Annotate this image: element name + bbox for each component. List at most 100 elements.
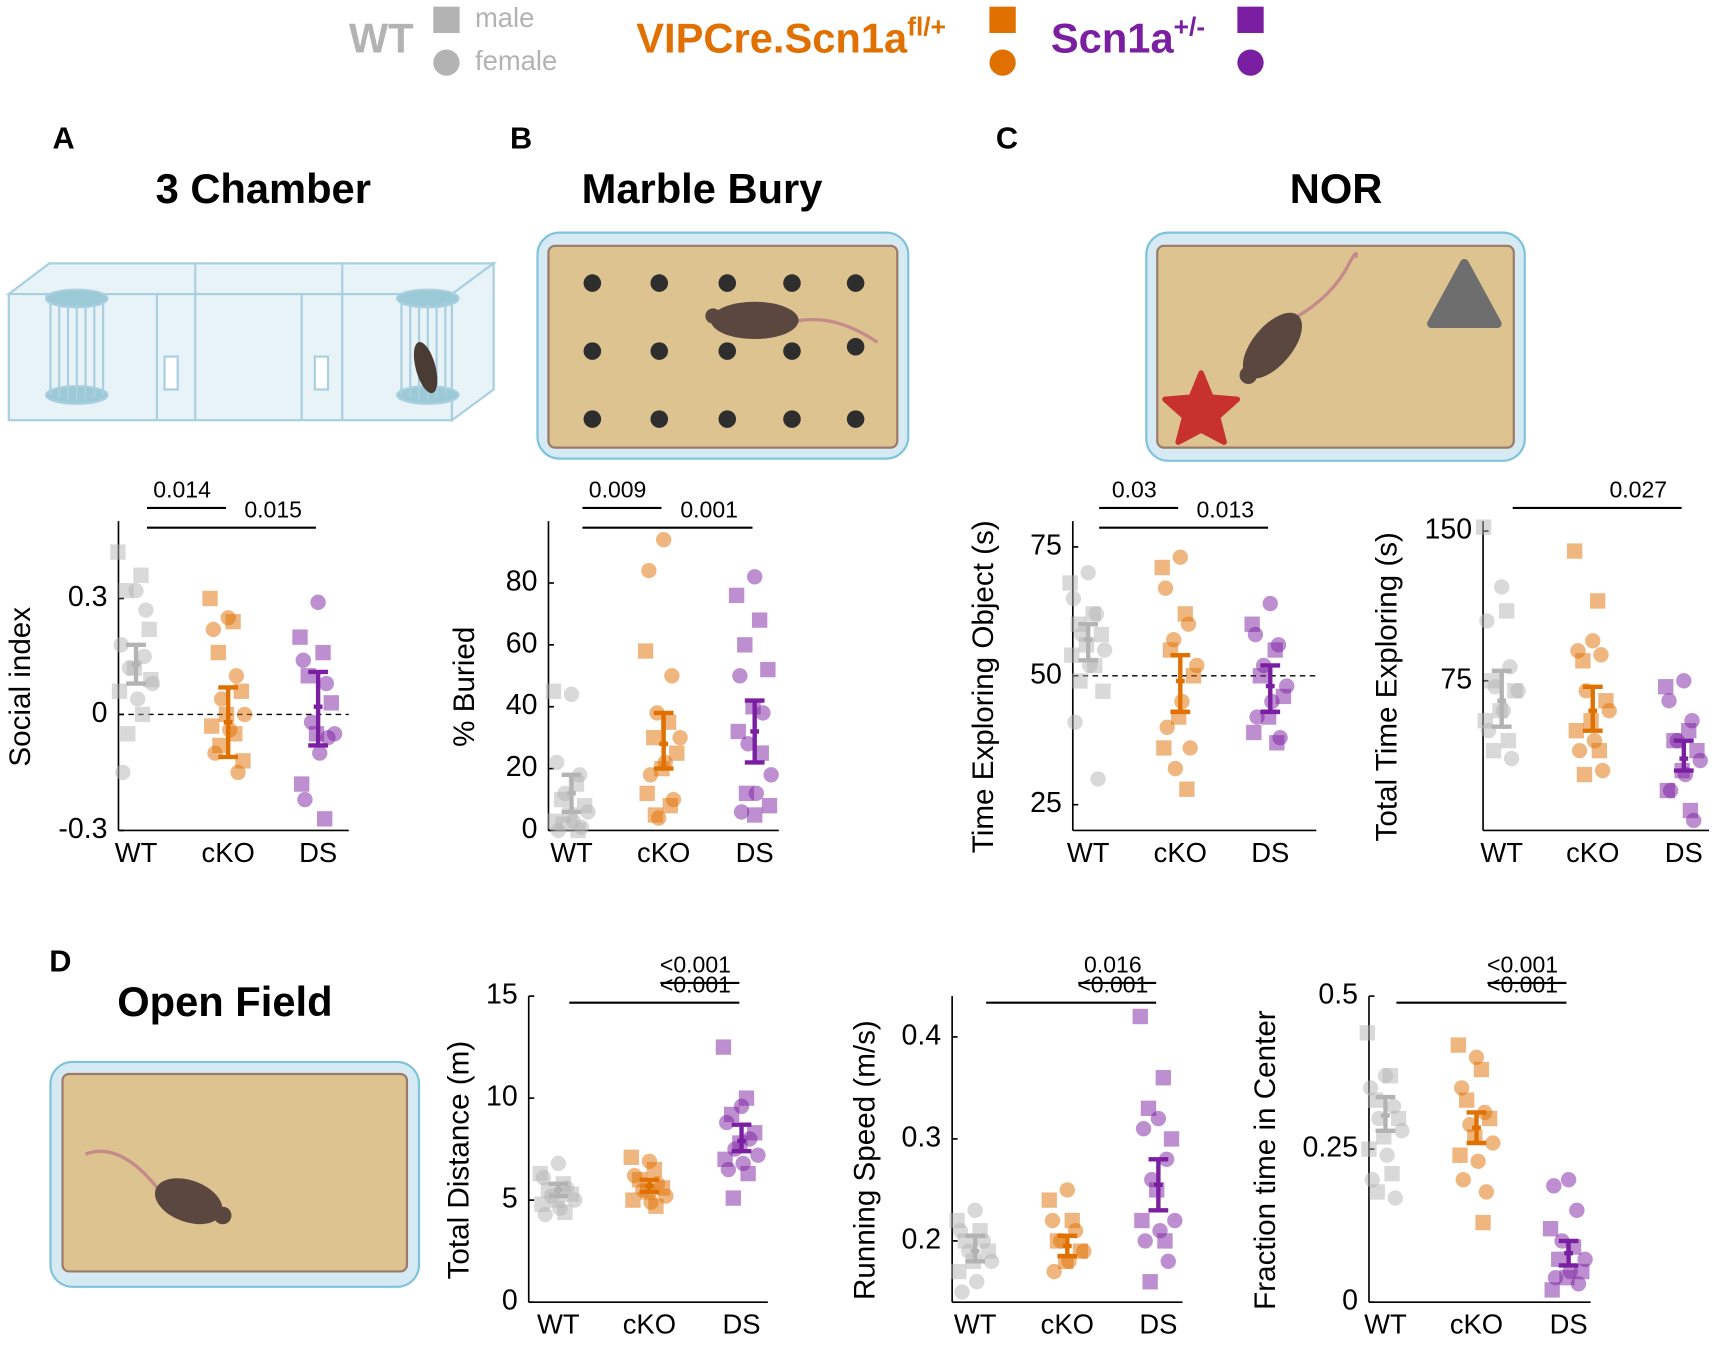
point-female [1510, 683, 1526, 699]
point-female [720, 1161, 737, 1178]
point-female [297, 791, 313, 808]
point-male [715, 1039, 732, 1055]
point-female [1152, 1223, 1168, 1239]
point-female [1570, 643, 1586, 659]
point-male [1093, 626, 1110, 643]
point-male [1568, 722, 1584, 739]
panel-title: Marble Bury [582, 165, 823, 212]
point-male [1072, 673, 1088, 689]
point-female [651, 810, 667, 826]
point-female [1676, 673, 1692, 689]
y-tick-label: 20 [506, 751, 538, 783]
panel-labels: A 3 Chamber B Marble Bury C NOR D Open Field [49, 121, 1382, 1025]
strip-chart: 0.2 0.3 0.4 Running Speed (m/s) WT cKO DS 0.016… [848, 952, 1183, 1340]
point-female [1180, 616, 1197, 632]
point-female [236, 706, 253, 723]
point-male [1369, 1184, 1385, 1200]
point-male [1458, 1092, 1475, 1108]
p-value-label: 0.001 [680, 496, 738, 522]
y-tick-label: -0.3 [58, 813, 107, 845]
point-female [672, 729, 688, 746]
point-female [537, 1206, 553, 1223]
y-tick-label: 5 [502, 1183, 518, 1215]
x-tick-label: DS [1251, 837, 1289, 868]
x-tick-label: DS [736, 837, 774, 868]
point-male [210, 644, 226, 661]
point-female [1585, 633, 1601, 649]
point-female [1172, 549, 1188, 565]
point-female [1046, 1263, 1062, 1280]
point-female [1160, 1253, 1176, 1270]
point-female [740, 736, 756, 752]
point-male [725, 1190, 741, 1206]
x-tick-label: DS [1550, 1309, 1588, 1340]
point-male [1064, 647, 1080, 663]
point-male [751, 612, 768, 628]
point-female [665, 791, 682, 808]
x-tick-label: WT [1480, 837, 1523, 868]
p-value-label: 0.014 [153, 477, 211, 503]
point-female [641, 1153, 658, 1170]
y-tick-label: 15 [486, 979, 518, 1011]
point-female [747, 569, 763, 585]
point-female [1387, 1190, 1403, 1206]
point-female [1076, 1243, 1092, 1259]
point-female [228, 668, 245, 684]
point-female [1546, 1178, 1562, 1194]
point-female [1692, 752, 1708, 769]
point-male [1475, 519, 1492, 535]
point-male [235, 753, 251, 769]
panel-letter: D [49, 943, 71, 978]
point-female [1080, 565, 1096, 581]
point-female [1479, 613, 1495, 629]
legend-group-name: WT [349, 15, 414, 62]
point-female [567, 1192, 583, 1208]
point-male [1359, 1025, 1376, 1041]
x-tick-label: WT [550, 837, 593, 868]
point-male [1041, 1192, 1057, 1208]
point-female [1096, 642, 1113, 658]
point-female [1272, 729, 1288, 746]
point-male [1155, 1070, 1171, 1086]
y-tick-label: 10 [486, 1081, 518, 1113]
point-female [1262, 595, 1278, 612]
p-value-label: 0.009 [589, 477, 647, 503]
point-male [202, 590, 218, 607]
legend-group-sup: +/- [1174, 12, 1205, 42]
point-female [967, 1202, 983, 1219]
point-male [293, 776, 310, 792]
point-female [755, 705, 771, 721]
point-male [1590, 593, 1606, 609]
strip-chart: 25 50 75 Time Exploring Object (s) WT cKO DS 0.… [967, 477, 1317, 868]
x-tick-label: DS [299, 837, 337, 868]
y-axis-label: Fraction time in Center [1249, 1010, 1282, 1310]
point-female [732, 668, 748, 684]
legend: WT VIPCre.Scn1afl/+ Scn1a+/- male female [349, 2, 1264, 76]
point-female [550, 822, 567, 839]
point-male [134, 706, 151, 723]
y-tick-label: 0.2 [902, 1223, 942, 1255]
point-female [1270, 637, 1287, 653]
point-female [733, 804, 750, 820]
point-male [951, 1263, 967, 1280]
point-male [637, 643, 654, 659]
y-tick-label: 50 [1030, 658, 1062, 690]
legend-group-name: VIPCre.Scn1a [636, 15, 908, 62]
point-female [626, 1167, 643, 1184]
legend-group-sup: fl/+ [907, 12, 946, 42]
point-female [1601, 703, 1617, 719]
x-tick-label: WT [1364, 1309, 1407, 1340]
point-male [1576, 766, 1593, 783]
point-female [573, 819, 590, 836]
point-female [1503, 750, 1520, 767]
legend-group-label: VIPCre.Scn1afl/+ [636, 12, 946, 62]
point-female [115, 764, 131, 781]
panel-letter: B [510, 121, 532, 156]
point-female [641, 562, 657, 579]
point-male [1473, 1061, 1490, 1078]
nor-illustration [1145, 231, 1526, 462]
point-female [1455, 1172, 1471, 1188]
p-value-label: <0.001 [1487, 952, 1558, 978]
y-tick-label: 0 [92, 697, 108, 729]
p-value-label: 0.016 [1084, 952, 1142, 978]
